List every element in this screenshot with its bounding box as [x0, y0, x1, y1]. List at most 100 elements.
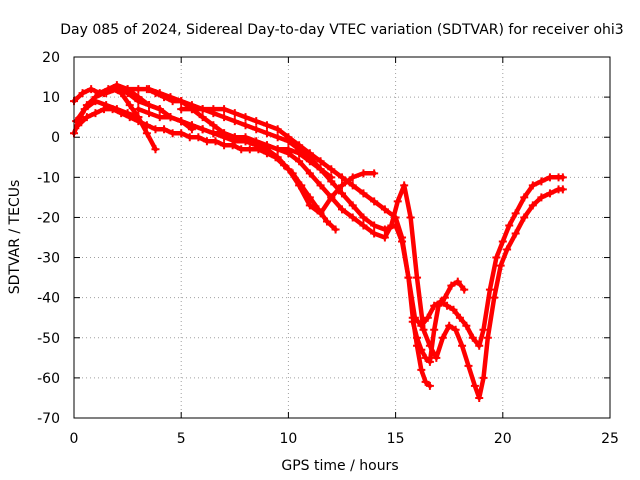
data-point-marker	[220, 105, 229, 114]
data-point-marker	[443, 301, 452, 310]
data-point-marker	[209, 105, 218, 114]
data-point-marker	[359, 213, 368, 222]
data-point-marker	[74, 121, 83, 130]
data-point-marker	[380, 205, 389, 214]
data-point-marker	[102, 89, 111, 98]
data-point-marker	[230, 117, 239, 126]
data-point-marker	[327, 177, 336, 186]
data-point-marker	[425, 381, 434, 390]
data-point-marker	[100, 105, 109, 114]
data-point-marker	[370, 229, 379, 238]
data-point-marker	[87, 85, 96, 94]
data-point-marker	[432, 353, 441, 362]
data-point-marker	[230, 109, 239, 118]
data-point-marker	[434, 301, 443, 310]
data-point-marker	[316, 157, 325, 166]
data-point-marker	[187, 105, 196, 114]
chart-title: Day 085 of 2024, Sidereal Day-to-day VTE…	[60, 22, 623, 38]
data-point-marker	[322, 217, 331, 226]
data-point-marker	[359, 221, 368, 230]
data-point-marker	[198, 125, 207, 134]
y-tick-label: -20	[37, 210, 60, 226]
data-point-marker	[505, 221, 514, 230]
data-point-marker	[198, 113, 207, 122]
x-tick-label: 25	[601, 431, 619, 447]
data-point-marker	[168, 129, 177, 138]
data-point-marker	[230, 133, 239, 142]
data-point-marker	[262, 129, 271, 138]
y-tick-label: -60	[37, 371, 60, 387]
data-point-marker	[145, 85, 154, 94]
data-point-marker	[447, 281, 456, 290]
data-point-marker	[485, 285, 494, 294]
data-point-marker	[338, 189, 346, 198]
data-point-marker	[404, 273, 413, 282]
data-point-marker	[460, 285, 469, 294]
data-point-marker	[160, 125, 169, 134]
data-point-marker	[421, 377, 430, 386]
data-point-marker	[142, 121, 151, 130]
data-point-marker	[338, 205, 346, 214]
data-point-marker	[417, 345, 426, 354]
data-point-marker	[228, 141, 237, 150]
data-point-marker	[425, 357, 434, 366]
data-point-marker	[475, 341, 484, 350]
data-point-marker	[220, 129, 229, 138]
series-line	[178, 106, 433, 389]
data-point-marker	[295, 157, 304, 166]
data-point-marker	[151, 145, 160, 154]
data-point-marker	[453, 277, 462, 286]
data-point-marker	[273, 125, 282, 134]
data-point-marker	[125, 113, 134, 122]
data-point-marker	[413, 273, 422, 282]
data-point-marker	[479, 325, 488, 334]
data-point-marker	[177, 129, 186, 138]
data-point-marker	[406, 213, 415, 222]
data-point-marker	[445, 321, 454, 330]
series-prn-i	[74, 105, 340, 234]
axis-ticks: 0 5 10 15 20 25 -70 -60 -50 -40 -30 -20 -10 0 10 20	[37, 50, 619, 447]
data-point-marker	[209, 121, 218, 130]
data-point-marker	[305, 149, 314, 158]
data-point-marker	[145, 109, 154, 118]
data-point-marker	[331, 225, 340, 234]
y-tick-label: 20	[42, 50, 60, 66]
data-point-marker	[449, 305, 458, 314]
data-point-marker	[273, 145, 282, 154]
data-point-marker	[400, 181, 409, 190]
data-point-marker	[91, 97, 100, 106]
data-point-marker	[125, 101, 134, 110]
data-point-marker	[211, 137, 220, 146]
data-point-marker	[359, 169, 368, 178]
data-point-marker	[252, 125, 261, 134]
data-point-marker	[316, 165, 325, 174]
data-point-marker	[430, 325, 439, 334]
y-tick-label: 0	[51, 130, 60, 146]
data-point-marker	[142, 129, 151, 138]
data-point-marker	[475, 393, 484, 402]
data-point-marker	[545, 189, 554, 198]
y-tick-label: -70	[37, 411, 60, 427]
data-point-marker	[316, 181, 325, 190]
data-point-marker	[80, 105, 89, 114]
data-point-marker	[284, 133, 293, 142]
y-axis-label: SDTVAR / TECUs	[7, 180, 23, 295]
data-point-marker	[393, 197, 402, 206]
data-point-marker	[177, 105, 186, 114]
data-point-marker	[202, 137, 211, 146]
data-point-marker	[134, 97, 143, 106]
data-point-marker	[413, 333, 422, 342]
data-point-marker	[462, 321, 471, 330]
data-point-marker	[155, 113, 164, 122]
data-point-marker	[440, 293, 449, 302]
y-tick-label: -50	[37, 331, 60, 347]
plot-frame	[73, 56, 611, 419]
data-point-marker	[470, 381, 479, 390]
data-point-marker	[305, 169, 314, 178]
data-point-marker	[421, 353, 430, 362]
data-point-marker	[327, 193, 336, 202]
data-point-marker	[408, 317, 417, 326]
data-point-marker	[177, 97, 186, 106]
x-tick-label: 15	[387, 431, 405, 447]
data-point-marker	[220, 113, 229, 122]
